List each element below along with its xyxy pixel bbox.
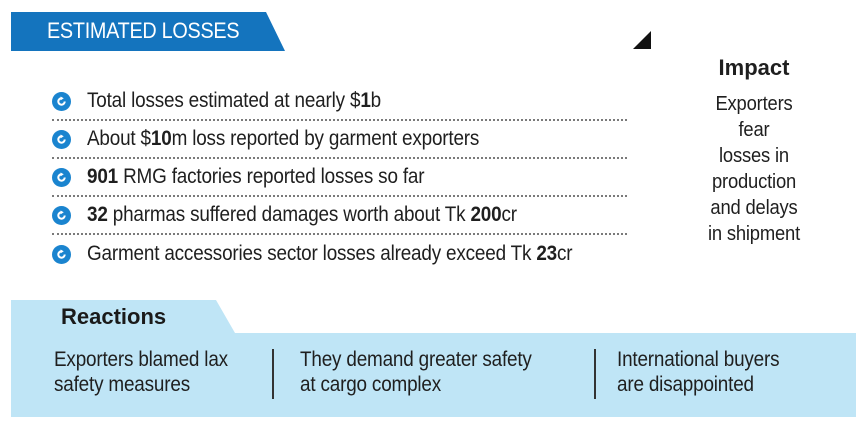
impact-box: Impact Exporters fear losses in producti…: [690, 55, 818, 247]
list-item: 32 pharmas suffered damages worth about …: [52, 197, 627, 235]
reaction-item: Exporters blamed lax safety measures: [54, 347, 228, 397]
triangle-corner-icon: [633, 31, 651, 49]
list-item: About $10m loss reported by garment expo…: [52, 121, 627, 159]
impact-line: and delays: [710, 197, 798, 219]
impact-line: production: [711, 171, 797, 193]
reaction-line: safety measures: [54, 373, 190, 396]
loss-text: 901 RMG factories reported losses so far: [87, 165, 425, 188]
impact-line: in shipment: [707, 223, 801, 245]
circular-arrow-icon: [52, 205, 71, 225]
loss-text: Total losses estimated at nearly $1b: [87, 89, 382, 112]
loss-text: About $10m loss reported by garment expo…: [87, 127, 480, 150]
list-item: 901 RMG factories reported losses so far: [52, 159, 627, 197]
list-item: Total losses estimated at nearly $1b: [52, 83, 627, 121]
loss-text: 32 pharmas suffered damages worth about …: [87, 203, 517, 226]
circular-arrow-icon: [52, 244, 71, 264]
circular-arrow-icon: [52, 167, 71, 187]
reaction-line: International buyers: [617, 348, 780, 371]
circular-arrow-icon: [52, 129, 71, 149]
loss-list: Total losses estimated at nearly $1b Abo…: [52, 83, 627, 273]
divider: [272, 349, 274, 399]
reactions-panel: [11, 333, 856, 417]
divider: [594, 349, 596, 399]
header-title: ESTIMATED LOSSES: [47, 18, 240, 43]
impact-line: losses in: [719, 145, 789, 167]
impact-line: fear: [738, 119, 770, 141]
reaction-line: Exporters blamed lax: [54, 348, 228, 371]
reaction-line: at cargo complex: [300, 373, 442, 396]
list-item: Garment accessories sector losses alread…: [52, 235, 627, 273]
reaction-item: International buyers are disappointed: [617, 347, 780, 397]
impact-title: Impact: [718, 55, 790, 80]
impact-body: Exporters fear losses in production and …: [695, 91, 813, 247]
loss-text: Garment accessories sector losses alread…: [87, 242, 573, 265]
header-banner: [11, 12, 285, 51]
reaction-line: are disappointed: [617, 373, 754, 396]
circular-arrow-icon: [52, 91, 71, 111]
reaction-item: They demand greater safety at cargo comp…: [300, 347, 532, 397]
reactions-title: Reactions: [61, 304, 167, 329]
reaction-line: They demand greater safety: [300, 348, 532, 371]
reactions-tab: [11, 300, 235, 333]
impact-line: Exporters: [715, 93, 793, 115]
